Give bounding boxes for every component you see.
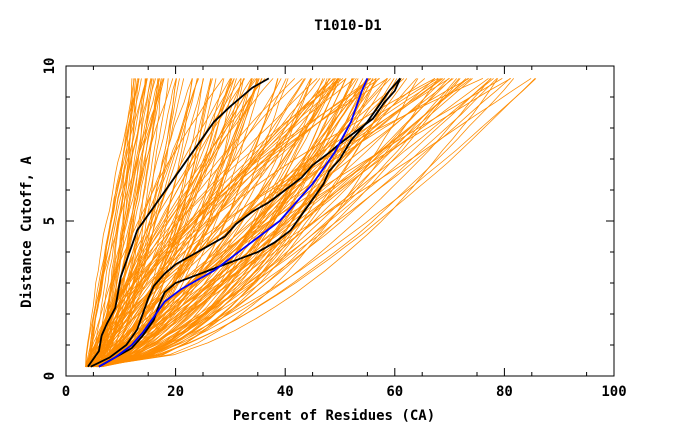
model-curve bbox=[86, 78, 439, 368]
model-curve bbox=[96, 78, 235, 368]
model-curve bbox=[87, 78, 177, 368]
model-curve bbox=[93, 78, 511, 368]
highlight-series-line-3 bbox=[98, 77, 401, 368]
model-curve bbox=[99, 78, 146, 367]
x-axis-label: Percent of Residues (CA) bbox=[233, 408, 435, 424]
model-curve bbox=[88, 78, 494, 368]
model-curve bbox=[85, 78, 441, 367]
model-curve bbox=[86, 78, 460, 368]
model-curve bbox=[95, 78, 266, 367]
model-curve bbox=[91, 78, 326, 368]
model-curve bbox=[94, 78, 450, 367]
model-curve bbox=[96, 78, 395, 368]
model-curve bbox=[91, 78, 153, 367]
x-tick-label: 40 bbox=[277, 384, 294, 400]
model-curve bbox=[95, 78, 532, 368]
model-curve bbox=[85, 78, 408, 368]
model-curve bbox=[100, 78, 401, 368]
model-curve bbox=[92, 78, 353, 368]
model-curve bbox=[85, 78, 246, 367]
model-curve bbox=[85, 78, 473, 368]
model-curve bbox=[88, 78, 328, 368]
model-curve bbox=[87, 78, 303, 367]
model-curve bbox=[85, 78, 140, 367]
y-tick-label: 5 bbox=[42, 217, 58, 225]
model-curve bbox=[99, 78, 289, 368]
highlight-series-line-1 bbox=[87, 77, 270, 368]
model-curve bbox=[96, 78, 242, 368]
x-tick-label: 100 bbox=[601, 384, 626, 400]
model-curve bbox=[91, 78, 306, 368]
highlight-series-line-4 bbox=[98, 78, 369, 368]
model-curve bbox=[98, 78, 498, 368]
model-curve bbox=[94, 78, 499, 368]
chart-title: T1010-D1 bbox=[314, 18, 381, 34]
x-tick-label: 0 bbox=[62, 384, 70, 400]
highlight-curves bbox=[87, 77, 402, 368]
y-tick-label: 10 bbox=[42, 58, 58, 75]
model-curve bbox=[97, 78, 515, 368]
model-curve bbox=[90, 78, 198, 367]
x-tick-label: 80 bbox=[496, 384, 513, 400]
model-curve bbox=[93, 78, 369, 368]
model-curves bbox=[84, 78, 537, 368]
y-axis-label: Distance Cutoff, A bbox=[19, 156, 35, 308]
model-curve bbox=[100, 78, 212, 368]
model-curve bbox=[97, 78, 164, 367]
model-curve bbox=[87, 78, 135, 367]
model-curve bbox=[98, 78, 148, 367]
model-curve bbox=[94, 78, 235, 367]
model-curve bbox=[100, 78, 340, 367]
y-tick-label: 0 bbox=[42, 372, 58, 380]
model-curve bbox=[100, 78, 279, 368]
model-curve bbox=[93, 78, 458, 368]
model-curve bbox=[89, 78, 140, 367]
model-curve bbox=[88, 78, 341, 368]
model-curve bbox=[96, 78, 260, 368]
highlight-series-line-2 bbox=[90, 78, 402, 368]
model-curve bbox=[89, 78, 491, 368]
model-curve bbox=[96, 78, 205, 368]
model-curve bbox=[96, 78, 180, 368]
model-curve bbox=[93, 78, 359, 368]
model-curve bbox=[97, 78, 225, 368]
model-curve bbox=[90, 78, 354, 368]
model-curve bbox=[97, 78, 419, 368]
model-curve bbox=[91, 78, 233, 367]
x-tick-label: 20 bbox=[167, 384, 184, 400]
model-curve bbox=[93, 78, 402, 368]
model-curve bbox=[91, 78, 217, 368]
model-curve bbox=[91, 78, 257, 367]
x-tick-label: 60 bbox=[386, 384, 403, 400]
axis-ticks: 0 20 40 60 80 100 0 5 10 bbox=[42, 58, 627, 400]
model-curve bbox=[101, 78, 245, 367]
